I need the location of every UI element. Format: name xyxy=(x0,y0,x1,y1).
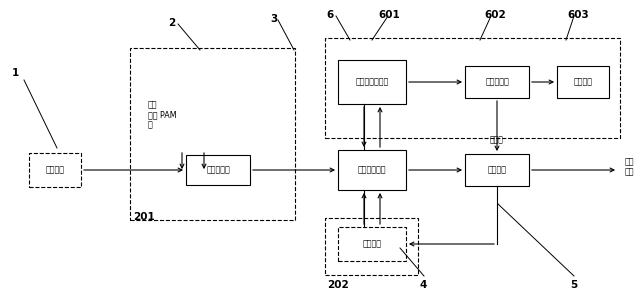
Text: 601: 601 xyxy=(378,10,400,20)
Text: 上清液: 上清液 xyxy=(490,136,504,144)
Bar xyxy=(465,66,529,98)
Bar xyxy=(557,66,609,98)
Bar xyxy=(325,218,418,275)
Text: 过滤吸附装置: 过滤吸附装置 xyxy=(358,166,386,174)
Text: 3: 3 xyxy=(270,14,277,24)
Text: 201: 201 xyxy=(133,212,155,222)
Bar xyxy=(338,150,406,190)
Text: 反洗及再生水池: 反洗及再生水池 xyxy=(356,77,389,87)
Text: 中和沉淀池: 中和沉淀池 xyxy=(485,77,509,87)
Text: 无鄂
硫酸 PAM
锅: 无鄂 硫酸 PAM 锅 xyxy=(148,100,177,130)
Text: 污泥处理: 污泥处理 xyxy=(574,77,593,87)
Text: 5: 5 xyxy=(570,280,577,290)
Text: 6: 6 xyxy=(326,10,333,20)
Text: 1: 1 xyxy=(12,68,19,78)
Text: 602: 602 xyxy=(484,10,506,20)
Bar xyxy=(465,154,529,186)
Bar xyxy=(325,38,620,138)
Text: 排放水池: 排放水池 xyxy=(488,166,507,174)
Text: 2: 2 xyxy=(168,18,175,28)
Text: 4: 4 xyxy=(420,280,427,290)
Text: 管道混合器: 管道混合器 xyxy=(206,166,230,174)
Text: 202: 202 xyxy=(327,280,349,290)
Bar xyxy=(186,155,250,185)
Bar xyxy=(130,48,295,220)
Text: 603: 603 xyxy=(567,10,589,20)
Bar xyxy=(29,153,81,187)
Text: 达标排放
或回用: 达标排放 或回用 xyxy=(625,157,634,177)
Bar xyxy=(338,227,406,261)
Text: 再生液池: 再生液池 xyxy=(363,240,382,248)
Text: 含氟废水: 含氟废水 xyxy=(46,166,65,174)
Bar xyxy=(338,60,406,104)
